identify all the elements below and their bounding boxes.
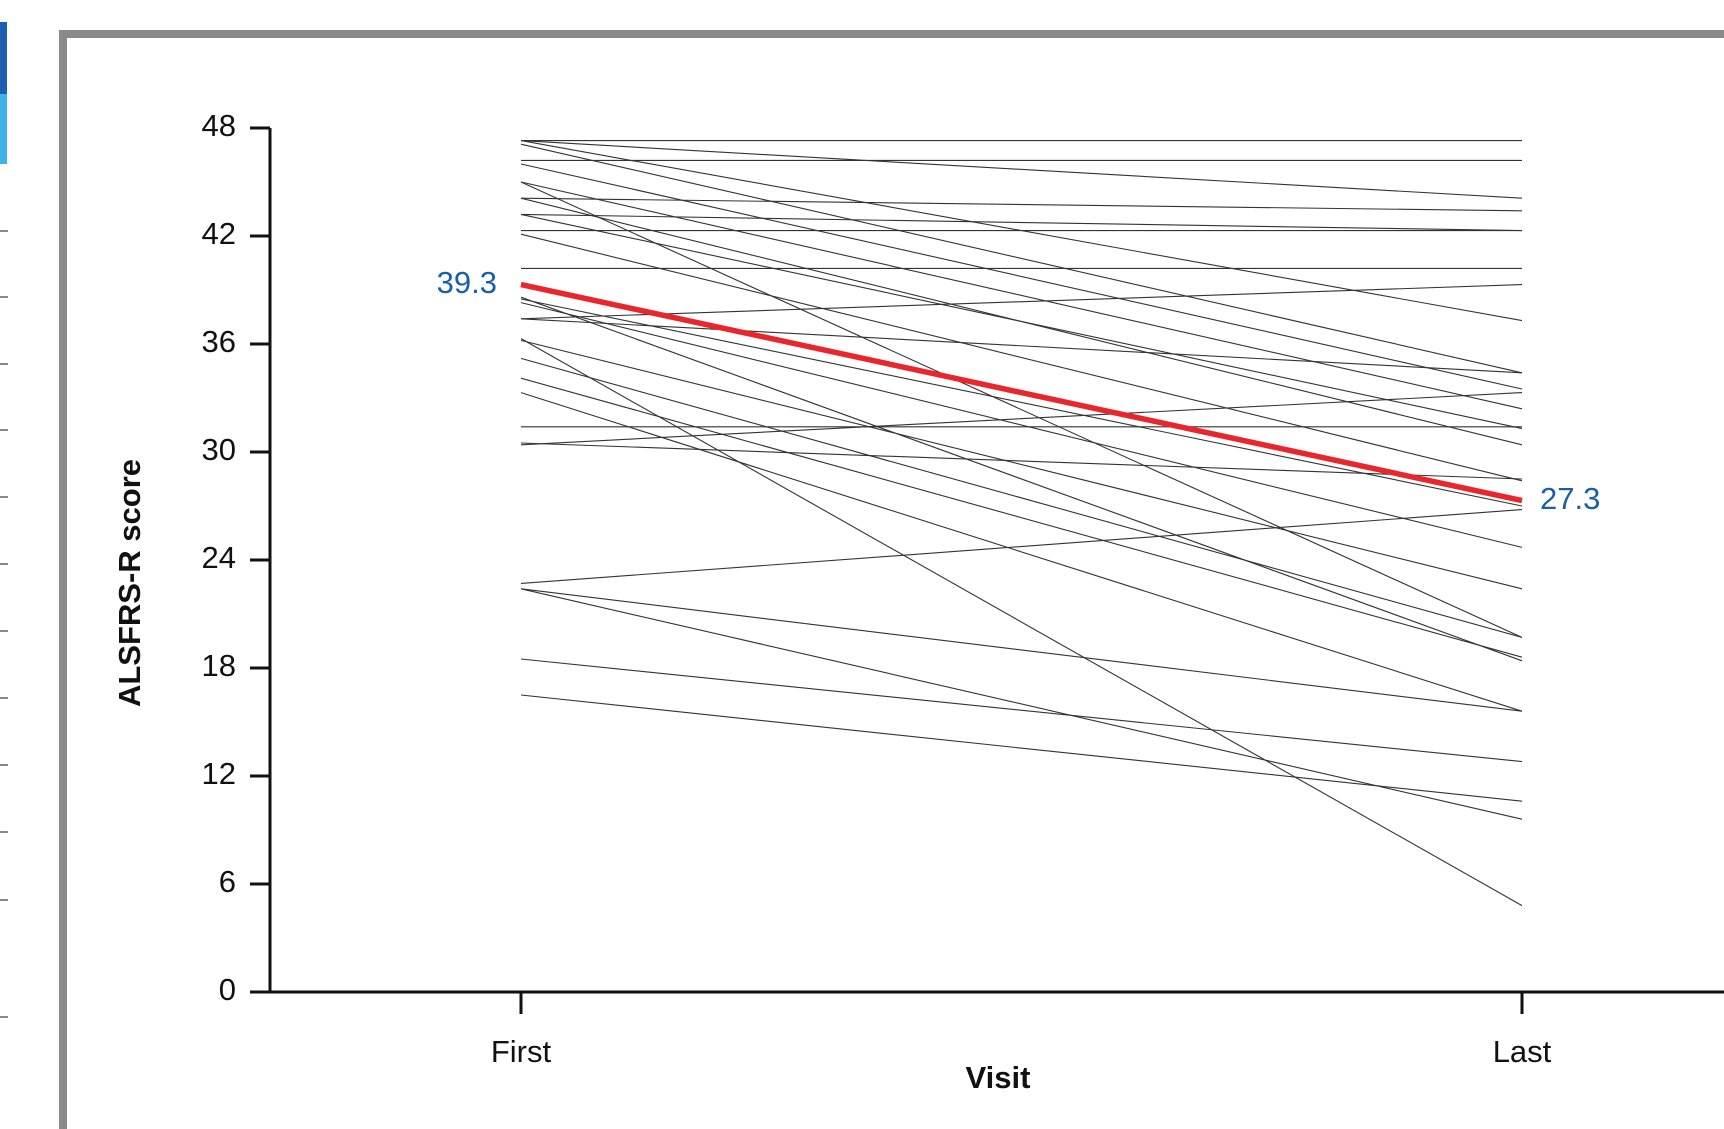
patient-line <box>520 213 1523 430</box>
y-tick-label: 36 <box>202 324 236 359</box>
patient-line <box>520 338 1523 907</box>
x-axis-title: Visit <box>966 1060 1031 1095</box>
patient-line <box>520 318 1523 374</box>
patient-line <box>520 357 1523 638</box>
patient-line <box>520 392 1523 712</box>
data-label: 39.3 <box>437 265 497 300</box>
patient-line <box>520 377 1523 658</box>
patient-line <box>520 694 1523 802</box>
patient-line <box>520 140 1523 199</box>
patient-line <box>520 298 1523 507</box>
patient-line <box>520 181 1523 638</box>
y-tick-label: 6 <box>219 864 236 899</box>
frame <box>59 30 1724 1129</box>
patient-line <box>520 658 1523 763</box>
patient-line <box>520 509 1523 584</box>
patient-line <box>520 339 1523 590</box>
patient-line <box>520 392 1523 446</box>
y-tick-label: 0 <box>219 972 236 1007</box>
y-axis-title: ALSFRS-R score <box>112 459 147 707</box>
patient-line <box>520 442 1523 480</box>
patient-line <box>520 140 1523 322</box>
x-tick-label: Last <box>1493 1034 1552 1069</box>
patient-line <box>520 163 1523 390</box>
patient-line <box>520 197 1523 212</box>
patient-line <box>520 302 1523 548</box>
side-tab <box>0 94 7 164</box>
patient-line <box>520 233 1523 482</box>
patient-line <box>520 284 1523 320</box>
patient-line <box>520 181 1523 410</box>
side-tab <box>0 22 7 94</box>
x-tick-label: First <box>491 1034 552 1069</box>
y-tick-label: 30 <box>202 432 236 467</box>
patient-line <box>520 143 1523 374</box>
side-ruler <box>0 230 8 1018</box>
patient-line <box>520 588 1523 820</box>
y-tick-label: 12 <box>202 756 236 791</box>
data-label: 27.3 <box>1540 481 1600 516</box>
mean-line <box>520 281 1523 504</box>
y-tick-label: 48 <box>202 108 236 143</box>
y-tick-label: 24 <box>202 540 236 575</box>
patient-line <box>520 213 1523 232</box>
patient-line <box>520 296 1523 662</box>
y-tick-label: 18 <box>202 648 236 683</box>
y-tick-label: 42 <box>202 216 236 251</box>
patient-line <box>520 588 1523 712</box>
